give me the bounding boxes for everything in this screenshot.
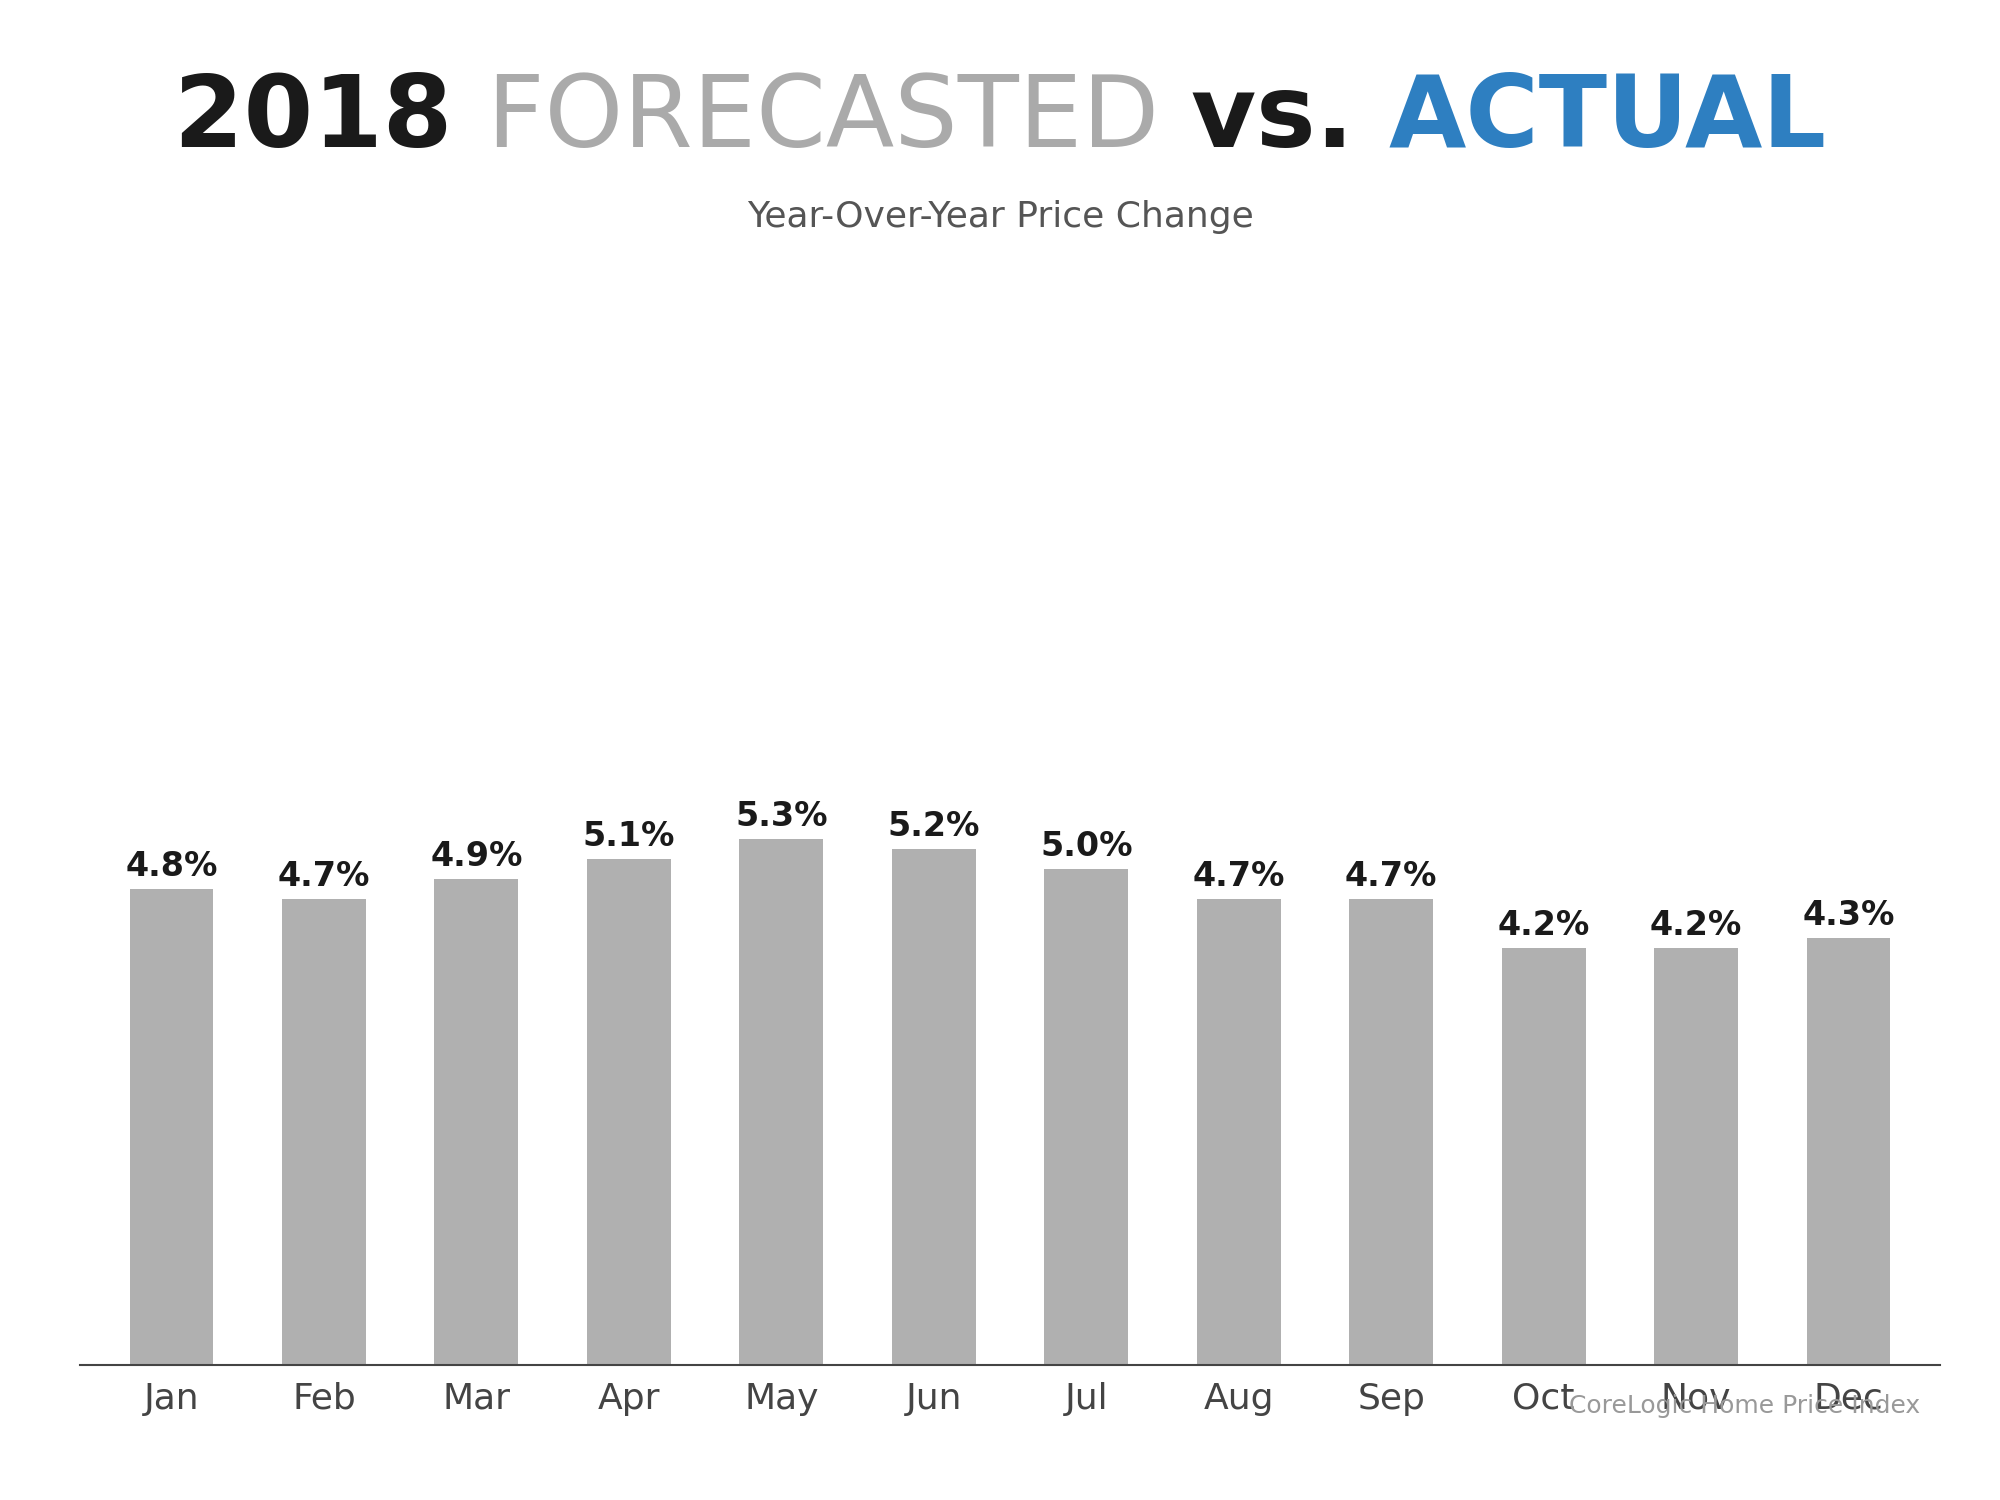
Text: 5.0%: 5.0% xyxy=(1040,830,1132,862)
Text: FORECASTED: FORECASTED xyxy=(486,72,1190,168)
Text: 4.2%: 4.2% xyxy=(1650,909,1742,942)
Text: 4.9%: 4.9% xyxy=(430,840,522,873)
Bar xyxy=(130,888,214,1365)
Text: 4.8%: 4.8% xyxy=(126,849,218,882)
Text: CoreLogic Home Price Index: CoreLogic Home Price Index xyxy=(1568,1394,1920,1417)
Text: 5.3%: 5.3% xyxy=(736,800,828,832)
Bar xyxy=(1350,898,1434,1365)
Text: 2018: 2018 xyxy=(174,72,486,168)
Text: vs.: vs. xyxy=(1190,72,1388,168)
Text: Year-Over-Year Price Change: Year-Over-Year Price Change xyxy=(746,201,1254,234)
Bar xyxy=(740,839,824,1365)
Bar xyxy=(282,898,366,1365)
Text: 4.7%: 4.7% xyxy=(1344,859,1438,892)
Text: 4.7%: 4.7% xyxy=(278,859,370,892)
Bar xyxy=(1196,898,1280,1365)
Bar xyxy=(1654,948,1738,1365)
Bar xyxy=(1502,948,1586,1365)
Text: 5.1%: 5.1% xyxy=(582,821,676,854)
Bar xyxy=(1806,939,1890,1365)
Bar xyxy=(892,849,976,1365)
Text: 4.2%: 4.2% xyxy=(1498,909,1590,942)
Text: 4.3%: 4.3% xyxy=(1802,900,1894,933)
Bar xyxy=(434,879,518,1365)
Text: 4.7%: 4.7% xyxy=(1192,859,1284,892)
Bar xyxy=(586,859,670,1365)
Bar xyxy=(1044,868,1128,1365)
Text: ACTUAL: ACTUAL xyxy=(1388,72,1826,168)
Text: 5.2%: 5.2% xyxy=(888,810,980,843)
